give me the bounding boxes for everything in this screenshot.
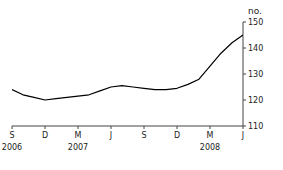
y-tick-label: 140 — [248, 44, 263, 53]
data-line — [12, 35, 243, 100]
x-tick — [210, 126, 211, 129]
x-axis-line — [12, 126, 243, 127]
y-tick — [243, 74, 246, 75]
y-tick-label: 150 — [248, 18, 263, 27]
x-tick — [177, 126, 178, 129]
y-tick-label: 120 — [248, 96, 263, 105]
x-tick-label: D — [42, 131, 48, 140]
plot-area — [12, 35, 243, 100]
x-tick — [45, 126, 46, 129]
x-tick-label: J — [241, 131, 244, 140]
chart-container: 110 120 130 140 150 no. S D M J S D M J 2006 2007 2008 — [0, 0, 283, 170]
x-tick — [78, 126, 79, 129]
y-tick — [243, 22, 246, 23]
year-label: 2007 — [68, 143, 88, 152]
y-tick-label: 110 — [248, 122, 263, 131]
chart: 110 120 130 140 150 no. S D M J S D M J 2006 2007 2008 — [0, 0, 283, 170]
x-tick — [144, 126, 145, 129]
x-tick-label: S — [141, 131, 146, 140]
x-tick — [243, 126, 244, 129]
x-tick-label: J — [109, 131, 112, 140]
x-tick — [12, 126, 13, 129]
x-tick-label: M — [75, 131, 82, 140]
x-tick — [111, 126, 112, 129]
y-tick — [243, 48, 246, 49]
x-tick-label: S — [9, 131, 14, 140]
y-tick-label: 130 — [248, 70, 263, 79]
x-tick-label: D — [174, 131, 180, 140]
y-tick — [243, 100, 246, 101]
y-axis-label: no. — [248, 6, 262, 16]
x-tick-label: M — [207, 131, 214, 140]
year-label: 2008 — [200, 143, 220, 152]
year-label: 2006 — [2, 143, 22, 152]
